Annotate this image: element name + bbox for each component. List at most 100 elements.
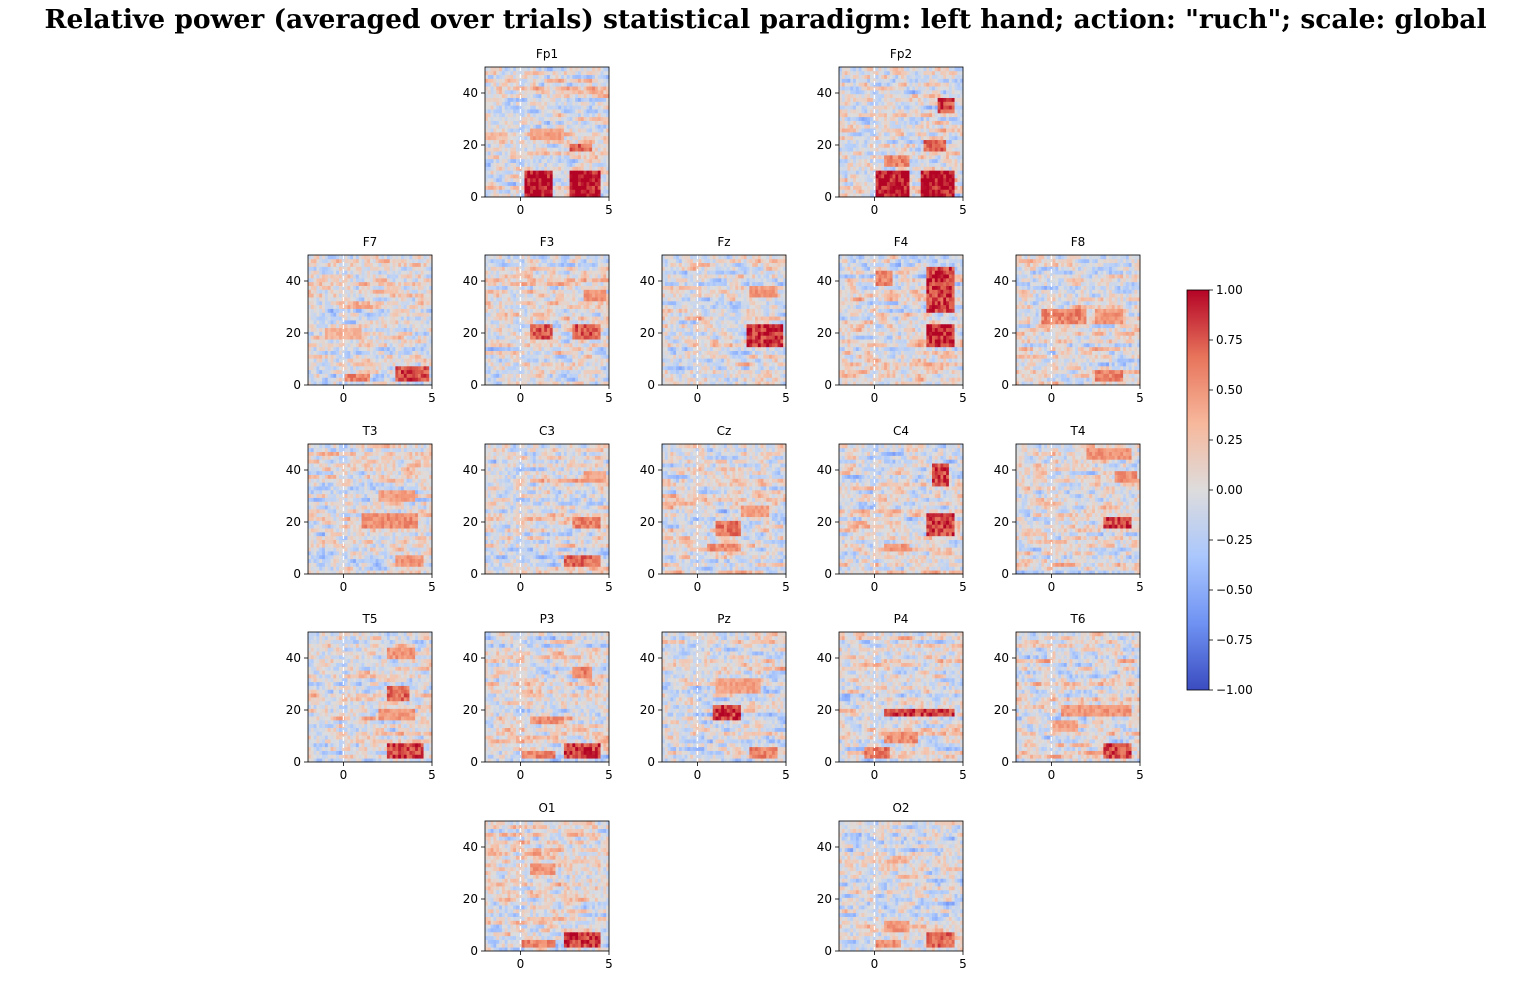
heatmap-cell bbox=[859, 182, 862, 186]
heatmap-cell bbox=[935, 147, 938, 151]
heatmap-cell bbox=[350, 351, 353, 355]
heatmap-cell bbox=[912, 101, 915, 105]
heatmap-cell bbox=[864, 174, 867, 178]
heatmap-cell bbox=[421, 335, 424, 339]
heatmap-cell bbox=[508, 90, 511, 94]
heatmap-cell bbox=[384, 324, 387, 328]
heatmap-cell bbox=[839, 182, 842, 186]
heatmap-cell bbox=[926, 132, 929, 136]
heatmap-cell bbox=[589, 105, 592, 109]
heatmap-cell bbox=[949, 117, 952, 121]
heatmap-cell bbox=[895, 124, 898, 128]
heatmap-cell bbox=[901, 159, 904, 163]
heatmap-cell bbox=[929, 166, 932, 170]
heatmap-cell bbox=[909, 147, 912, 151]
heatmap-cell bbox=[578, 128, 581, 132]
heatmap-cell bbox=[929, 147, 932, 151]
heatmap-cell bbox=[921, 75, 924, 79]
heatmap-cell bbox=[362, 366, 365, 370]
heatmap-cell bbox=[847, 159, 850, 163]
heatmap-cell bbox=[364, 331, 367, 335]
heatmap-cell bbox=[575, 174, 578, 178]
heatmap-cell bbox=[547, 147, 550, 151]
heatmap-cell bbox=[336, 347, 339, 351]
heatmap-cell bbox=[424, 316, 427, 320]
heatmap-cell bbox=[850, 86, 853, 90]
heatmap-cell bbox=[510, 147, 513, 151]
heatmap-cell bbox=[935, 67, 938, 71]
heatmap-cell bbox=[564, 78, 567, 82]
heatmap-cell bbox=[359, 335, 362, 339]
heatmap-cell bbox=[842, 117, 845, 121]
heatmap-cell bbox=[336, 316, 339, 320]
heatmap-cell bbox=[516, 128, 519, 132]
heatmap-cell bbox=[878, 109, 881, 113]
heatmap-cell bbox=[359, 331, 362, 335]
heatmap-cell bbox=[856, 71, 859, 75]
heatmap-cell bbox=[393, 366, 396, 370]
heatmap-cell bbox=[904, 71, 907, 75]
heatmap-cell bbox=[510, 90, 513, 94]
heatmap-cell bbox=[533, 163, 536, 167]
heatmap-cell bbox=[881, 75, 884, 79]
heatmap-cell bbox=[524, 101, 527, 105]
heatmap-cell bbox=[524, 140, 527, 144]
heatmap-cell bbox=[901, 163, 904, 167]
heatmap-cell bbox=[578, 140, 581, 144]
heatmap-cell bbox=[485, 163, 488, 167]
heatmap-cell bbox=[505, 109, 508, 113]
heatmap-cell bbox=[839, 75, 842, 79]
heatmap-cell bbox=[527, 94, 530, 98]
heatmap-cell bbox=[859, 186, 862, 190]
heatmap-cell bbox=[864, 186, 867, 190]
heatmap-cell bbox=[393, 354, 396, 358]
heatmap-cell bbox=[904, 117, 907, 121]
heatmap-cell bbox=[940, 151, 943, 155]
heatmap-cell bbox=[918, 155, 921, 159]
heatmap-cell bbox=[421, 343, 424, 347]
heatmap-cell bbox=[311, 351, 314, 355]
heatmap-cell bbox=[938, 186, 941, 190]
heatmap-cell bbox=[938, 166, 941, 170]
heatmap-cell bbox=[862, 140, 865, 144]
heatmap-cell bbox=[876, 109, 879, 113]
heatmap-cell bbox=[553, 166, 556, 170]
heatmap-cell bbox=[853, 186, 856, 190]
heatmap-cell bbox=[553, 94, 556, 98]
heatmap-cell bbox=[356, 324, 359, 328]
heatmap-cell bbox=[333, 370, 336, 374]
heatmap-cell bbox=[909, 75, 912, 79]
heatmap-cell bbox=[940, 128, 943, 132]
heatmap-cell bbox=[935, 101, 938, 105]
heatmap-cell bbox=[850, 159, 853, 163]
heatmap-cell bbox=[561, 75, 564, 79]
heatmap-cell bbox=[390, 366, 393, 370]
heatmap-cell bbox=[909, 159, 912, 163]
heatmap-cell bbox=[567, 132, 570, 136]
heatmap-cell bbox=[862, 78, 865, 82]
heatmap-cell bbox=[333, 316, 336, 320]
heatmap-cell bbox=[895, 86, 898, 90]
heatmap-cell bbox=[575, 159, 578, 163]
heatmap-cell bbox=[567, 174, 570, 178]
heatmap-cell bbox=[541, 174, 544, 178]
heatmap-cell bbox=[510, 140, 513, 144]
heatmap-cell bbox=[311, 343, 314, 347]
heatmap-cell bbox=[589, 155, 592, 159]
heatmap-cell bbox=[558, 163, 561, 167]
heatmap-cell bbox=[603, 90, 606, 94]
heatmap-cell bbox=[601, 174, 604, 178]
heatmap-cell bbox=[536, 128, 539, 132]
heatmap-cell bbox=[333, 331, 336, 335]
heatmap-cell bbox=[603, 143, 606, 147]
heatmap-cell bbox=[524, 121, 527, 125]
heatmap-cell bbox=[407, 339, 410, 343]
heatmap-cell bbox=[940, 78, 943, 82]
heatmap-cell bbox=[864, 155, 867, 159]
heatmap-cell bbox=[524, 82, 527, 86]
heatmap-cell bbox=[502, 94, 505, 98]
heatmap-cell bbox=[367, 351, 370, 355]
heatmap-cell bbox=[398, 377, 401, 381]
heatmap-cell bbox=[536, 101, 539, 105]
heatmap-cell bbox=[547, 117, 550, 121]
